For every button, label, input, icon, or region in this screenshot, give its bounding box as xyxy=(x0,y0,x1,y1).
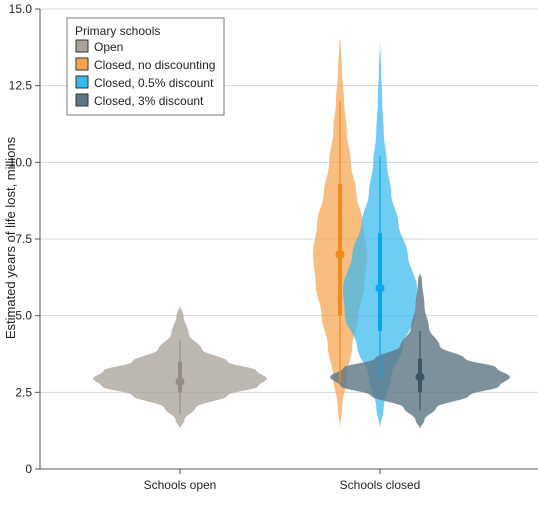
y-tick-label: 12.5 xyxy=(9,79,33,93)
legend-box xyxy=(66,17,225,116)
median-point xyxy=(415,372,425,382)
legend-label: Closed, 0.5% discount xyxy=(94,76,214,90)
y-tick-label: 7.5 xyxy=(15,232,32,246)
median-point xyxy=(175,377,185,387)
y-tick-label: 15.0 xyxy=(9,2,33,16)
legend-swatch xyxy=(75,93,89,107)
x-tick-label: Schools closed xyxy=(340,478,421,492)
y-tick-label: 5.0 xyxy=(15,309,32,323)
legend-label: Closed, no discounting xyxy=(94,58,215,72)
legend-label: Closed, 3% discount xyxy=(94,94,204,108)
y-tick-label: 10.0 xyxy=(9,155,33,169)
legend-swatch xyxy=(75,39,89,53)
median-point xyxy=(335,249,345,259)
median-point xyxy=(375,283,385,293)
legend-swatch xyxy=(75,57,89,71)
legend-label: Open xyxy=(94,40,123,54)
y-axis-title: Estimated years of life lost, millions xyxy=(3,136,18,339)
y-tick-label: 2.5 xyxy=(15,385,32,399)
x-tick-label: Schools open xyxy=(144,478,217,492)
axes: 0 2.5 5.0 7.5 10.0 12.5 15.0 Schools open School… xyxy=(9,2,538,492)
legend-entries: Open Closed, no discounting Closed, 0.5% d… xyxy=(75,39,215,108)
y-tick-label: 0 xyxy=(25,462,32,476)
legend-title: Primary schools xyxy=(75,24,160,38)
legend-swatch xyxy=(75,75,89,89)
summary-markers xyxy=(175,101,425,414)
legend: Primary schools Open Closed, no discounti… xyxy=(66,17,225,116)
